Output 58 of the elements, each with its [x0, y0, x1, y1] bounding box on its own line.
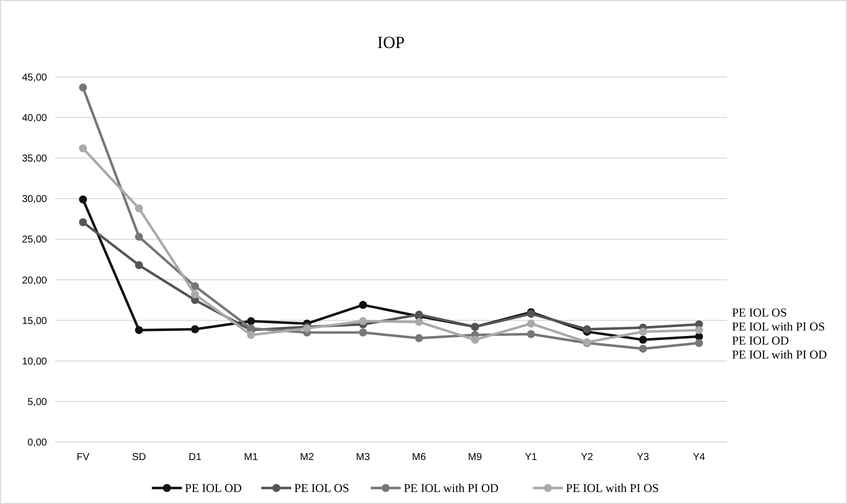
x-tick-label: M3 — [356, 452, 370, 463]
y-tick-label: 15,00 — [22, 316, 48, 327]
x-tick-label: M9 — [468, 452, 482, 463]
y-tick-label: 25,00 — [22, 234, 48, 246]
y-tick-label: 40,00 — [22, 113, 48, 124]
point — [191, 282, 199, 290]
text: PE IOL OS — [732, 306, 787, 320]
point — [79, 218, 87, 226]
point — [79, 84, 87, 92]
x-tick-label: D1 — [188, 452, 202, 463]
point — [639, 344, 647, 353]
x-tick-label: Y2 — [580, 452, 594, 463]
legend-label: PE IOL OD — [184, 481, 242, 496]
x-tick-label: Y1 — [524, 452, 538, 463]
y-tick-label: 20,00 — [22, 275, 48, 286]
text: PE IOL OD — [732, 334, 789, 348]
point — [359, 300, 367, 309]
y-tick-label: 0,00 — [28, 438, 48, 448]
y-tick-label: 5,00 — [28, 396, 48, 408]
x-tick-label: Y4 — [692, 452, 706, 463]
x-tick-label: M6 — [412, 452, 426, 463]
point — [695, 339, 703, 348]
point — [79, 195, 87, 204]
point — [359, 328, 367, 336]
legend-label: PE IOL with PI OS — [566, 481, 659, 496]
point — [639, 328, 647, 336]
point — [191, 325, 199, 334]
point — [471, 336, 479, 344]
y-tick-label: 35,00 — [22, 154, 48, 165]
x-tick-label: M2 — [300, 452, 314, 463]
y-tick-label: 10,00 — [22, 356, 48, 368]
chart-title: IOP — [377, 33, 405, 52]
text: PE IOL with PI OS — [732, 320, 825, 334]
y-tick-label: 45,00 — [22, 72, 48, 84]
point — [639, 336, 647, 344]
y-tick-label: 30,00 — [22, 194, 48, 206]
point — [135, 204, 143, 212]
point — [359, 317, 367, 326]
point — [191, 290, 199, 298]
legend-label: PE IOL with PI OD — [404, 481, 499, 496]
point — [135, 326, 143, 334]
point — [79, 144, 87, 152]
x-tick-label: FV — [76, 452, 90, 463]
point — [415, 334, 423, 342]
point — [527, 330, 535, 338]
point — [583, 325, 591, 334]
x-tick-label: Y3 — [636, 452, 650, 463]
point — [247, 330, 255, 339]
point — [527, 320, 535, 328]
point — [135, 261, 143, 270]
legend-label: PE IOL OS — [294, 481, 350, 496]
x-tick-label: SD — [132, 452, 146, 463]
text: PE IOL with PI OD — [732, 348, 827, 362]
point — [695, 326, 703, 334]
point — [247, 317, 255, 326]
x-tick-label: M1 — [244, 452, 258, 463]
point — [135, 232, 143, 241]
point — [415, 318, 423, 326]
